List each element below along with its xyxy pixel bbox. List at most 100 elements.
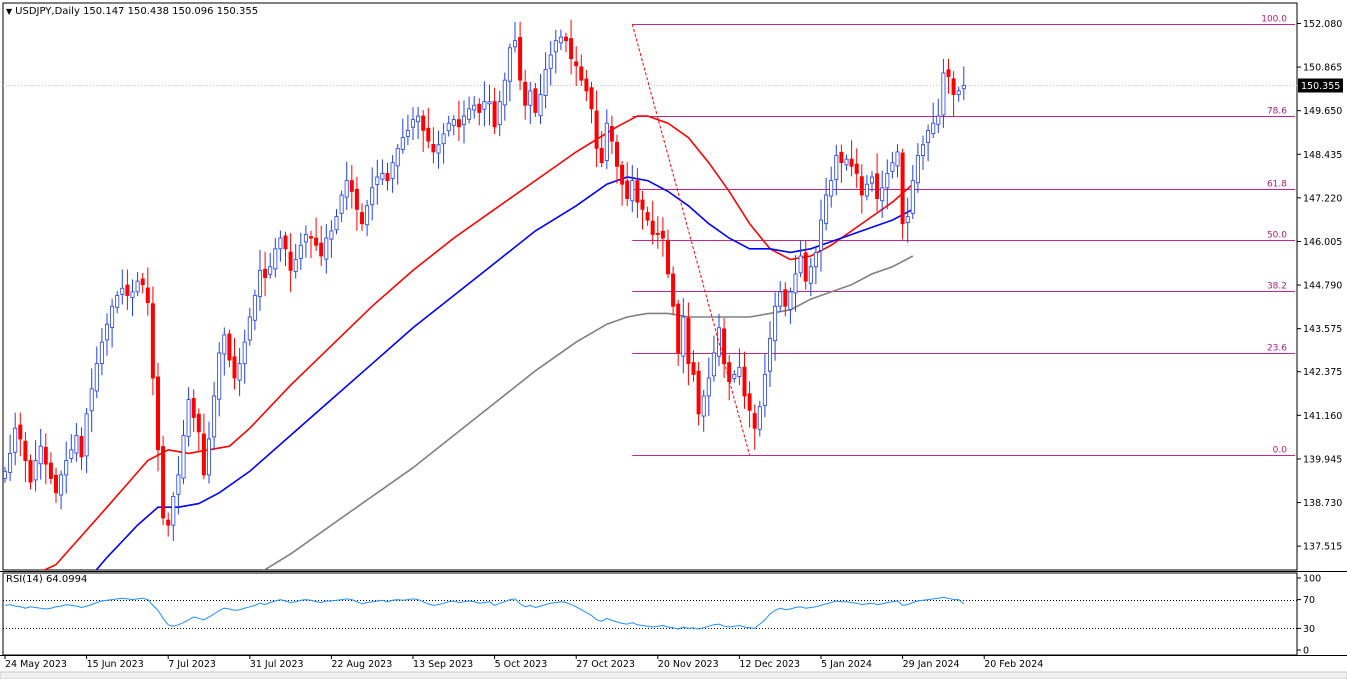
price-tick-label: 149.650	[1303, 106, 1342, 117]
candle-body	[645, 212, 650, 221]
candle-body	[722, 328, 727, 365]
candle-body	[130, 291, 135, 299]
candle-body	[915, 155, 920, 184]
candle-body	[69, 449, 74, 459]
candle-body	[99, 341, 104, 365]
candle-body	[54, 474, 59, 494]
date-tick-label: 27 Oct 2023	[576, 659, 635, 670]
candle-body	[380, 173, 385, 180]
candle-body	[8, 452, 13, 473]
candle-body	[283, 235, 288, 250]
date-tick-label: 12 Dec 2023	[739, 659, 800, 670]
candle-body	[201, 433, 206, 476]
candle-body	[941, 72, 946, 116]
candle-body	[171, 496, 176, 526]
candle-body	[819, 219, 824, 251]
candle-body	[905, 216, 910, 224]
candle-body	[105, 323, 110, 341]
price-tick-label: 138.730	[1303, 498, 1342, 509]
candle-body	[421, 115, 426, 131]
candle-body	[579, 66, 584, 81]
candle-body	[405, 129, 410, 137]
candle-body	[711, 352, 716, 377]
candle-body	[426, 127, 431, 142]
candle-body	[655, 232, 660, 235]
candle-body	[691, 362, 696, 375]
candle-body	[125, 284, 130, 296]
candle-body	[558, 36, 563, 44]
date-tick-label: 31 Jul 2023	[250, 659, 304, 670]
candle-body	[553, 40, 558, 53]
candle-body	[742, 366, 747, 397]
candle-body	[303, 234, 308, 243]
candle-body	[59, 474, 64, 496]
rsi-plot-frame	[2, 572, 1298, 656]
candle-body	[492, 101, 497, 128]
candle-body	[625, 180, 630, 199]
candle-body	[824, 194, 829, 224]
candle-body	[666, 239, 671, 275]
candle-body	[395, 147, 400, 167]
candle-body	[890, 162, 895, 172]
candle-body	[288, 251, 293, 271]
candle-body	[161, 446, 166, 519]
fib-level-label: 78.6	[1267, 107, 1287, 117]
candle-body	[252, 295, 257, 321]
candle-body	[870, 176, 875, 184]
candle-body	[620, 164, 625, 185]
fib-level-label: 23.6	[1267, 344, 1287, 354]
candle-body	[569, 38, 574, 60]
low-price: 150.096	[172, 6, 214, 17]
candle-body	[803, 252, 808, 282]
candle-body	[839, 151, 844, 164]
moving-average-ma200	[262, 255, 914, 570]
date-tick-label: 5 Oct 2023	[495, 659, 548, 670]
symbol-name: USDJPY,Daily	[15, 6, 80, 17]
rsi-tick-label: 70	[1303, 595, 1315, 606]
candle-body	[747, 393, 752, 411]
candle-body	[518, 37, 523, 81]
candle-body	[880, 187, 885, 202]
candle-body	[79, 436, 84, 458]
candle-body	[263, 268, 268, 278]
rsi-tick-label: 0	[1303, 646, 1309, 657]
candle-body	[671, 273, 676, 307]
candle-body	[436, 144, 441, 154]
rsi-tick-label: 100	[1303, 574, 1321, 585]
candle-body	[268, 266, 273, 275]
candle-body	[589, 87, 594, 110]
candle-body	[319, 242, 324, 257]
candle-body	[844, 158, 849, 166]
candle-body	[247, 316, 252, 341]
trend-line	[631, 24, 751, 456]
candle-body	[222, 334, 227, 355]
candle-body	[217, 352, 222, 400]
candle-body	[94, 363, 99, 392]
candle-body	[431, 143, 436, 153]
candle-body	[150, 303, 155, 379]
date-tick-label: 29 Jan 2024	[903, 659, 960, 670]
date-tick-label: 20 Feb 2024	[984, 659, 1043, 670]
candle-body	[717, 327, 722, 357]
candle-body	[339, 194, 344, 214]
candle-body	[900, 152, 905, 225]
candle-body	[660, 230, 665, 239]
candle-body	[650, 220, 655, 235]
candle-body	[324, 237, 329, 260]
candle-body	[584, 78, 589, 92]
candle-body	[38, 445, 43, 465]
price-tick-label: 143.575	[1303, 324, 1342, 335]
fib-level-label: 0.0	[1273, 446, 1288, 456]
price-tick-label: 152.080	[1303, 19, 1342, 30]
candle-body	[752, 413, 757, 429]
candle-body	[298, 244, 303, 259]
symbol-header: ▼ USDJPY,Daily 150.147 150.438 150.096 15…	[6, 6, 258, 17]
moving-average-ma100	[95, 176, 914, 570]
candle-body	[115, 295, 120, 308]
candle-body	[946, 69, 951, 77]
candle-body	[757, 406, 762, 430]
collapse-triangle-icon[interactable]: ▼	[6, 7, 13, 16]
candle-body	[140, 278, 145, 286]
candle-body	[885, 173, 890, 189]
